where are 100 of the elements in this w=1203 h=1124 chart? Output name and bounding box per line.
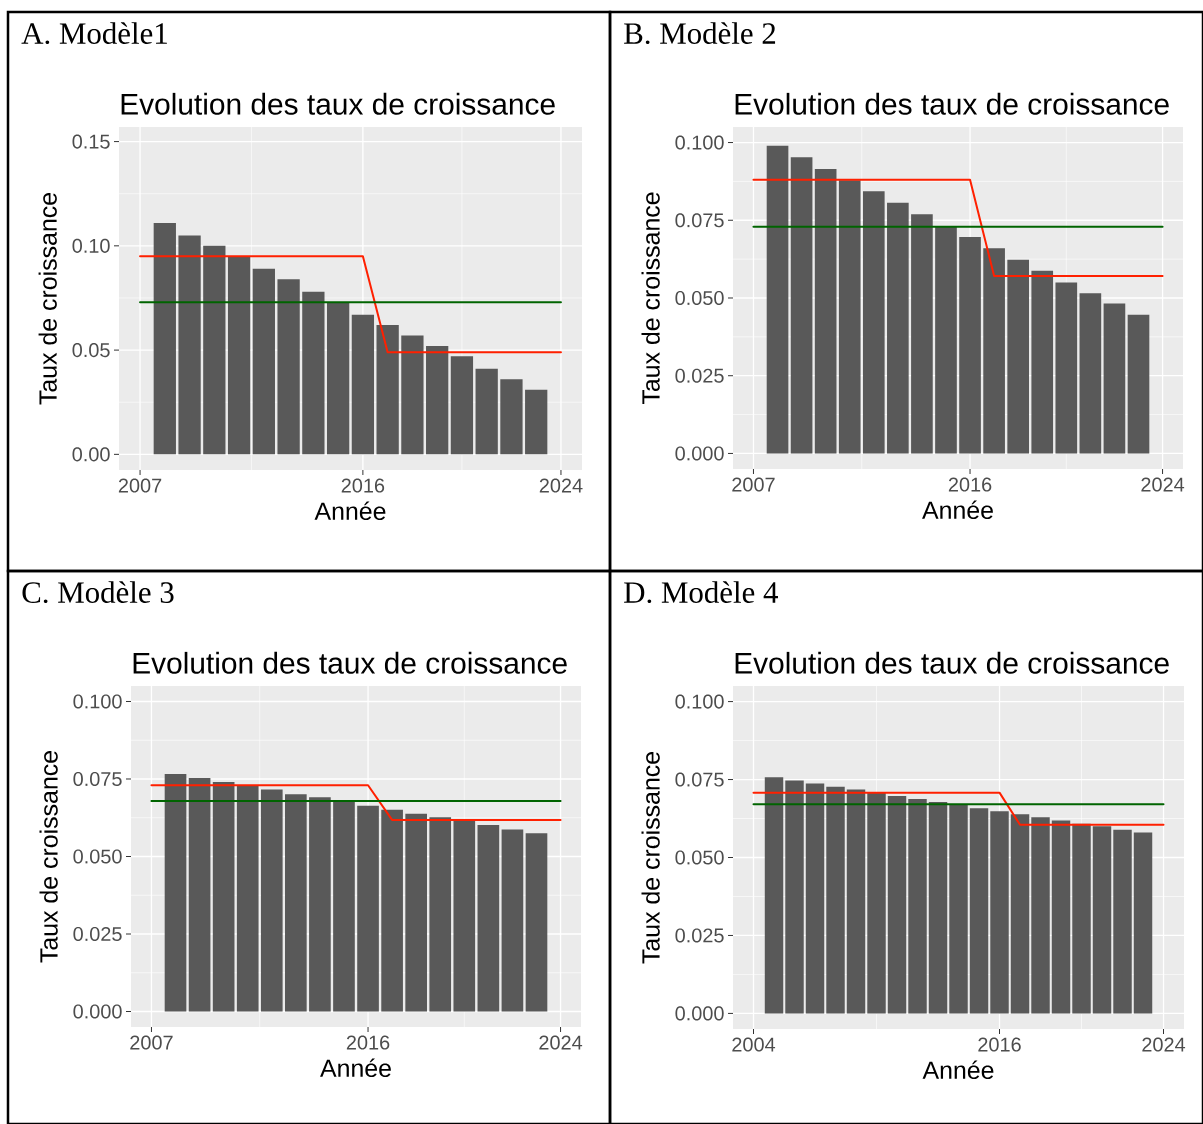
x-tick-label: 2007 [130, 1035, 173, 1050]
bar [381, 809, 403, 1012]
bar [501, 829, 524, 1012]
chart-title: C. Modèle 3 [22, 581, 174, 604]
bar [178, 235, 201, 455]
y-tick-label: 0.025 [675, 368, 724, 383]
x-axis-title: Année [922, 1060, 994, 1080]
y-tick-label: 0.10 [72, 238, 110, 253]
bar [309, 797, 331, 1012]
bar [326, 302, 350, 455]
bar [867, 792, 886, 1014]
bar [1092, 826, 1112, 1014]
bar [785, 780, 804, 1014]
bar [1051, 820, 1071, 1014]
bar [838, 180, 861, 454]
bar [212, 782, 235, 1012]
bar [983, 248, 1005, 454]
bar [862, 191, 885, 454]
y-tick-label: 0.025 [73, 926, 122, 942]
bar [790, 157, 813, 454]
bar [357, 805, 379, 1012]
chart-title: D. Modèle 4 [624, 581, 778, 604]
bar [814, 168, 837, 454]
y-tick-label: 0.100 [675, 135, 724, 150]
bar [1031, 817, 1050, 1014]
y-tick-label: 0.075 [73, 771, 122, 787]
bar [887, 796, 907, 1014]
bar [401, 335, 424, 455]
chart-subtitle: Evolution des taux de croissance [121, 92, 555, 115]
bar [1103, 303, 1126, 454]
bar [959, 237, 981, 454]
bar [1055, 282, 1078, 454]
chart-subtitle: Evolution des taux de croissance [133, 651, 567, 674]
bar [405, 813, 427, 1012]
x-tick-label: 2007 [118, 478, 162, 493]
y-axis-title: Taux de croissance [641, 192, 660, 405]
bar [887, 202, 909, 454]
bar [188, 778, 211, 1012]
bar [450, 356, 474, 455]
y-axis-title: Taux de croissance [38, 193, 57, 405]
bar [525, 389, 548, 455]
y-tick-label: 0.100 [73, 694, 122, 709]
bar [500, 379, 523, 455]
y-axis-title: Taux de croissance [39, 751, 58, 963]
bar [969, 808, 989, 1014]
chart-title: B. Modèle 2 [624, 22, 776, 45]
bar [477, 824, 500, 1012]
x-tick-label: 2016 [346, 1035, 390, 1050]
bar [153, 222, 176, 455]
bar [376, 325, 399, 455]
bar [990, 811, 1009, 1014]
bar [453, 820, 476, 1012]
y-tick-label: 0.075 [675, 772, 724, 787]
x-tick-label: 2004 [732, 1037, 776, 1052]
y-tick-label: 0.000 [675, 1006, 724, 1021]
bar [949, 805, 968, 1014]
x-tick-label: 2024 [1141, 477, 1185, 492]
bar [285, 794, 307, 1012]
y-tick-label: 0.075 [675, 213, 724, 228]
bar [928, 801, 948, 1014]
bar [203, 245, 226, 455]
bar [429, 817, 452, 1012]
bar [164, 774, 187, 1012]
bar [1127, 314, 1150, 454]
bar [826, 786, 845, 1014]
bar [805, 783, 825, 1014]
x-axis-title: Année [320, 1058, 391, 1078]
chart-subtitle: Evolution des taux de croissance [735, 651, 1169, 674]
bar [1010, 814, 1030, 1014]
x-tick-label: 2007 [732, 477, 775, 492]
bar [1031, 270, 1054, 454]
x-axis-title: Année [922, 500, 993, 520]
bar [911, 214, 933, 454]
bar [1133, 832, 1153, 1014]
bar [302, 291, 325, 455]
bar [1072, 823, 1091, 1014]
chart-title: A. Modèle1 [21, 22, 167, 45]
bar [766, 145, 789, 454]
y-tick-label: 0.000 [73, 1004, 122, 1019]
bar [935, 226, 957, 454]
bar [236, 785, 259, 1012]
y-tick-label: 0.025 [675, 928, 724, 943]
bar [333, 801, 355, 1012]
bar [846, 789, 866, 1014]
y-tick-label: 0.050 [675, 850, 724, 865]
bar [277, 279, 300, 455]
x-tick-label: 2016 [341, 478, 385, 493]
bar [908, 798, 927, 1014]
bar [260, 789, 283, 1012]
x-tick-label: 2016 [948, 477, 992, 492]
bar [475, 368, 498, 455]
y-tick-label: 0.050 [73, 849, 122, 864]
y-tick-label: 0.15 [72, 134, 110, 149]
bar [227, 256, 251, 455]
bar [351, 314, 375, 455]
bar [426, 345, 449, 455]
y-tick-label: 0.00 [72, 447, 110, 462]
x-tick-label: 2024 [1142, 1037, 1186, 1052]
x-axis-title: Année [314, 501, 386, 521]
chart-subtitle: Evolution des taux de croissance [735, 92, 1169, 115]
